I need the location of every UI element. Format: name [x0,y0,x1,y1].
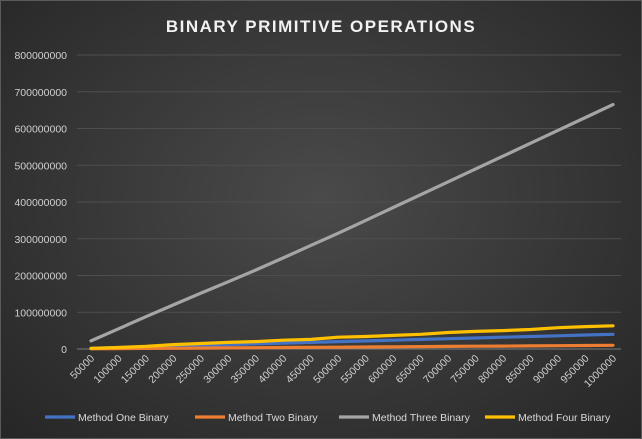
series-line-method-two-binary [89,343,615,351]
gridlines [77,54,621,350]
chart-title: BINARY PRIMITIVE OPERATIONS [166,17,476,36]
x-tick-label: 900000 [531,353,564,386]
x-tick-label: 700000 [421,353,454,386]
y-tick-label: 0 [61,344,67,356]
legend-label: Method Four Binary [518,412,611,424]
legend-label: Method Three Binary [372,412,471,424]
x-tick-label: 450000 [284,353,317,386]
x-tick-label: 250000 [174,353,207,386]
series-line-method-four-binary [89,324,615,350]
x-tick-label: 200000 [146,353,179,386]
x-tick-label: 800000 [476,353,509,386]
series-line-method-three-binary [89,102,615,343]
legend-label: Method Two Binary [228,412,318,424]
y-tick-label: 500000000 [14,160,67,172]
x-tick-label: 500000 [311,353,344,386]
x-tick-label: 600000 [366,353,399,386]
x-tick-label: 750000 [448,353,481,386]
y-tick-label: 400000000 [14,197,67,209]
y-tick-label: 100000000 [14,307,67,319]
y-tick-label: 200000000 [14,271,67,283]
series-lines [89,102,615,351]
x-tick-label: 300000 [201,353,234,386]
legend-label: Method One Binary [78,412,169,424]
x-tick-label: 150000 [119,353,152,386]
x-tick-label: 650000 [394,353,427,386]
y-tick-label: 300000000 [14,234,67,246]
x-tick-label: 850000 [503,353,536,386]
x-tick-label: 100000 [91,353,124,386]
y-tick-label: 800000000 [14,50,67,62]
x-tick-label: 550000 [339,353,372,386]
y-tick-label: 600000000 [14,124,67,136]
x-tick-label: 400000 [256,353,289,386]
x-tick-label: 350000 [229,353,262,386]
y-tick-label: 700000000 [14,87,67,99]
legend: Method One Binary Method Two Binary Method… [45,412,611,424]
